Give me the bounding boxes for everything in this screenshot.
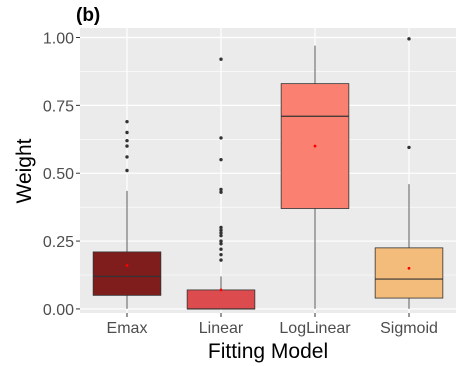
interquartile-box: [186, 289, 256, 310]
outlier-point: [219, 258, 223, 262]
y-tick-label: 0.00: [43, 302, 74, 319]
outlier-point: [125, 130, 129, 135]
outlier-point: [219, 57, 223, 61]
outlier-point: [407, 37, 411, 41]
y-tick-label: 0.75: [43, 98, 74, 115]
box-sigmoid: [374, 37, 444, 309]
mean-point: [219, 288, 223, 292]
outlier-point: [125, 138, 129, 143]
y-tick-label: 1.00: [43, 31, 74, 48]
outlier-point: [219, 233, 223, 238]
y-tick-label: 0.25: [43, 234, 74, 251]
outlier-point: [219, 225, 223, 230]
outlier-point: [407, 145, 411, 150]
outlier-point: [125, 155, 129, 159]
box-emax: [92, 119, 162, 309]
panel-label: (b): [76, 5, 100, 26]
x-axis-ticks: Emax Linear LogLinear Sigmoid: [107, 313, 438, 337]
outlier-point: [219, 157, 223, 162]
outlier-point: [219, 252, 223, 257]
outlier-point: [125, 144, 129, 148]
x-tick-label: Emax: [107, 320, 148, 337]
outlier-point: [219, 231, 223, 235]
box-linear: [186, 57, 256, 310]
outlier-point: [219, 228, 223, 232]
outlier-point: [219, 190, 223, 194]
outlier-point: [219, 247, 223, 251]
outlier-point: [125, 119, 129, 124]
box-series: [92, 37, 444, 310]
mean-point: [125, 264, 129, 267]
y-axis-ticks: 0.00 0.25 0.50 0.75 1.00: [43, 31, 80, 319]
outlier-point: [125, 168, 129, 173]
box-loglinear: [280, 45, 350, 309]
x-tick-label: Linear: [199, 320, 244, 337]
interquartile-box: [374, 247, 444, 299]
outlier-point: [219, 242, 223, 246]
mean-point: [407, 266, 411, 270]
y-tick-label: 0.50: [43, 166, 74, 183]
x-axis-title: Fitting Model: [208, 340, 328, 363]
interquartile-box: [92, 251, 162, 296]
x-tick-label: Sigmoid: [380, 320, 438, 337]
outlier-point: [219, 136, 223, 140]
mean-point: [313, 144, 317, 148]
outlier-point: [219, 239, 223, 243]
y-axis-title: Weight: [13, 138, 36, 203]
x-tick-label: LogLinear: [279, 320, 351, 337]
outlier-point: [219, 187, 223, 192]
